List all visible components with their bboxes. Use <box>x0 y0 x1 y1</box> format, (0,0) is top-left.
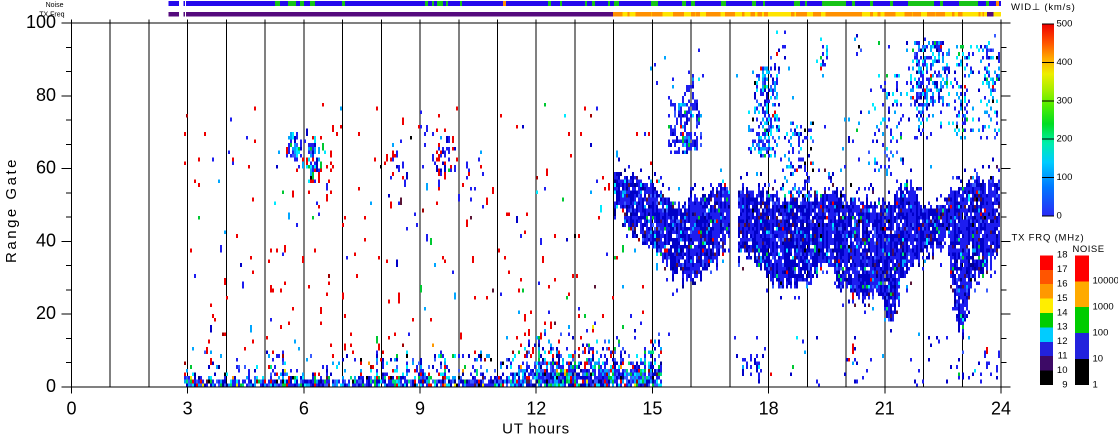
svg-text:11: 11 <box>1058 351 1068 362</box>
svg-text:100: 100 <box>1093 328 1109 339</box>
svg-text:13: 13 <box>1057 322 1068 333</box>
svg-text:24: 24 <box>991 399 1011 419</box>
svg-text:9: 9 <box>1062 379 1067 390</box>
svg-text:0: 0 <box>46 376 56 396</box>
svg-text:500: 500 <box>1057 19 1073 30</box>
svg-text:10: 10 <box>1057 365 1068 376</box>
svg-text:60: 60 <box>36 158 56 178</box>
svg-text:12: 12 <box>1057 336 1068 347</box>
svg-text:1: 1 <box>1093 379 1098 390</box>
svg-text:0: 0 <box>1057 211 1062 222</box>
svg-text:9: 9 <box>415 399 425 419</box>
svg-text:300: 300 <box>1057 95 1073 106</box>
svg-text:21: 21 <box>875 399 895 419</box>
svg-text:1000: 1000 <box>1093 302 1114 313</box>
svg-text:Range Gate: Range Gate <box>3 157 20 263</box>
svg-text:14: 14 <box>1057 307 1068 318</box>
svg-text:15: 15 <box>1057 293 1068 304</box>
svg-text:100: 100 <box>26 12 56 32</box>
svg-text:TX FRQ (MHz): TX FRQ (MHz) <box>1012 233 1085 244</box>
svg-text:18: 18 <box>1057 250 1068 261</box>
svg-text:200: 200 <box>1057 134 1073 145</box>
svg-text:15: 15 <box>642 399 662 419</box>
svg-text:17: 17 <box>1057 264 1068 275</box>
svg-text:400: 400 <box>1057 57 1073 68</box>
svg-text:100: 100 <box>1057 172 1073 183</box>
svg-text:6: 6 <box>299 399 309 419</box>
svg-text:UT hours: UT hours <box>502 421 570 435</box>
svg-text:3: 3 <box>183 399 193 419</box>
svg-text:0: 0 <box>66 399 76 419</box>
svg-text:40: 40 <box>36 230 56 250</box>
svg-text:Noise: Noise <box>46 2 64 9</box>
svg-text:16: 16 <box>1057 279 1068 290</box>
svg-text:80: 80 <box>36 85 56 105</box>
svg-text:18: 18 <box>759 399 779 419</box>
svg-text:10000: 10000 <box>1093 276 1118 287</box>
svg-text:12: 12 <box>526 399 546 419</box>
svg-text:20: 20 <box>36 303 56 323</box>
svg-text:10: 10 <box>1093 353 1104 364</box>
svg-text:NOISE: NOISE <box>1073 244 1105 255</box>
svg-text:WID⊥ (km/s): WID⊥ (km/s) <box>1011 2 1076 13</box>
svg-text:TX Freq: TX Freq <box>39 11 64 18</box>
